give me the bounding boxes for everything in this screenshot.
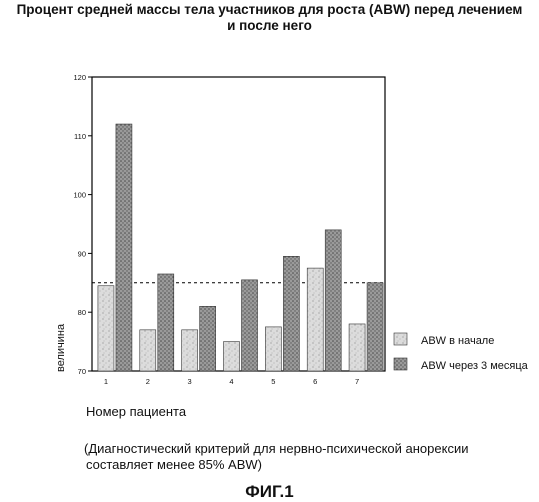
legend: ABW в начале ABW через 3 месяца bbox=[394, 333, 529, 372]
y-tick-label: 100 bbox=[73, 191, 86, 200]
bar-abw-start bbox=[224, 342, 240, 371]
bar-abw-after bbox=[158, 274, 174, 371]
y-tick-label: 90 bbox=[78, 249, 86, 258]
legend-label: ABW в начале bbox=[421, 335, 494, 347]
x-tick-label: 3 bbox=[188, 377, 192, 386]
x-tick-label: 2 bbox=[146, 377, 150, 386]
y-tick-label: 80 bbox=[78, 308, 86, 317]
bar-abw-after bbox=[242, 280, 258, 371]
bar-abw-start bbox=[98, 286, 114, 371]
x-tick-label: 7 bbox=[355, 377, 359, 386]
legend-swatch bbox=[394, 333, 407, 345]
figure-label: ФИГ.1 bbox=[0, 482, 539, 502]
x-axis-ticks: 1 2 3 4 5 6 7 bbox=[104, 377, 359, 386]
bar-abw-start bbox=[307, 268, 323, 371]
bar-abw-start bbox=[265, 327, 281, 371]
bar-chart: 70 80 90 100 110 120 1 2 3 4 5 6 7 величина ABW в н… bbox=[0, 0, 539, 400]
bar-abw-start bbox=[182, 330, 198, 371]
y-axis-ticks: 70 80 90 100 110 120 bbox=[73, 73, 92, 376]
bar-abw-after bbox=[367, 283, 383, 371]
x-tick-label: 6 bbox=[313, 377, 317, 386]
y-tick-label: 70 bbox=[78, 367, 86, 376]
y-tick-label: 120 bbox=[73, 73, 86, 82]
x-tick-label: 4 bbox=[229, 377, 233, 386]
footnote-line-2: составляет менее 85% ABW) bbox=[84, 457, 468, 473]
bar-abw-start bbox=[349, 324, 365, 371]
bar-abw-after bbox=[283, 256, 299, 371]
x-axis-label: Номер пациента bbox=[86, 404, 186, 419]
x-tick-label: 5 bbox=[271, 377, 275, 386]
legend-swatch bbox=[394, 358, 407, 370]
x-tick-label: 1 bbox=[104, 377, 108, 386]
footnote: (Диагностический критерий для нервно-пси… bbox=[84, 441, 468, 473]
y-axis-label: величина bbox=[55, 323, 67, 372]
bar-abw-after bbox=[116, 124, 132, 371]
y-tick-label: 110 bbox=[74, 132, 86, 141]
bar-abw-after bbox=[325, 230, 341, 371]
bar-abw-after bbox=[200, 306, 216, 371]
legend-label: ABW через 3 месяца bbox=[421, 360, 529, 372]
footnote-line-1: (Диагностический критерий для нервно-пси… bbox=[84, 441, 468, 457]
bar-abw-start bbox=[140, 330, 156, 371]
